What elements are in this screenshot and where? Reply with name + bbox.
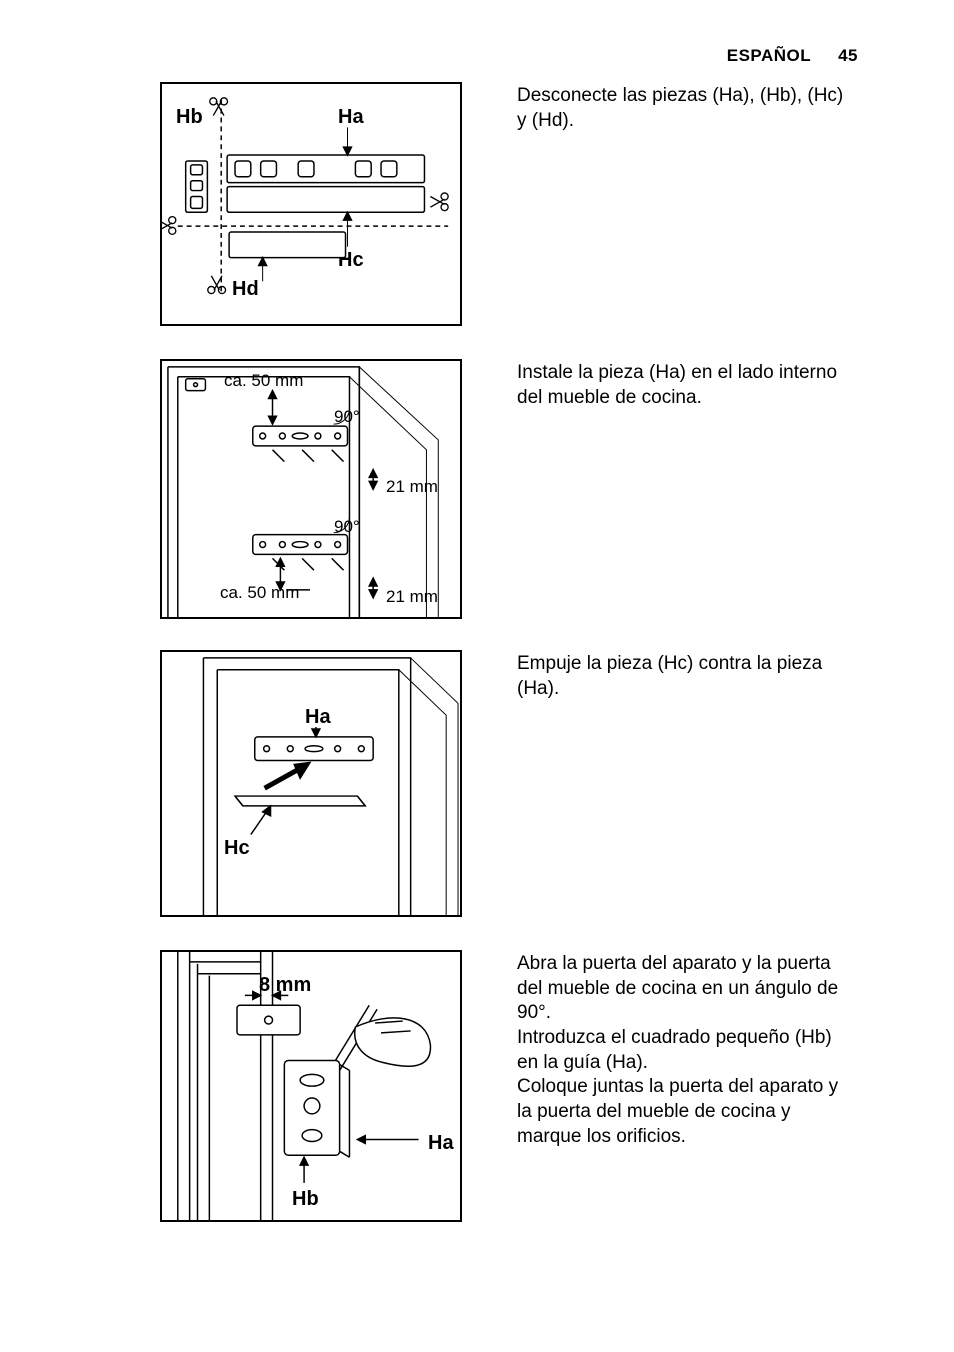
caption-2: Instale la pieza (Ha) en el lado interno… bbox=[517, 359, 857, 410]
page-header: ESPAÑOL 45 bbox=[727, 46, 858, 66]
caption-4-p3: Coloque juntas la puerta del aparato y l… bbox=[517, 1075, 857, 1149]
lang-label: ESPAÑOL bbox=[727, 46, 811, 65]
step-2: ca. 50 mm 90° 21 mm 90° ca. 50 mm 21 mm bbox=[160, 359, 880, 619]
page-number: 45 bbox=[838, 46, 858, 65]
diagram-3-svg bbox=[162, 652, 460, 915]
caption-1: Desconecte las piezas (Ha), (Hb), (Hc) y… bbox=[517, 82, 857, 133]
diagram-1: Hb Ha Hc Hd bbox=[160, 82, 462, 326]
diagram-2: ca. 50 mm 90° 21 mm 90° ca. 50 mm 21 mm bbox=[160, 359, 462, 619]
caption-3: Empuje la pieza (Hc) contra la pieza (Ha… bbox=[517, 650, 857, 701]
diagram-1-svg bbox=[162, 84, 460, 325]
diagram-4-svg bbox=[162, 952, 460, 1220]
diagram-4: 8 mm Ha Hb bbox=[160, 950, 462, 1222]
diagram-2-svg bbox=[162, 361, 460, 618]
caption-4-p1: Abra la puerta del aparato y la puerta d… bbox=[517, 952, 857, 1026]
step-4: 8 mm Ha Hb bbox=[160, 950, 880, 1222]
caption-4-p2: Introduzca el cuadrado pequeño (Hb) en l… bbox=[517, 1026, 857, 1075]
step-3: Ha Hc bbox=[160, 650, 880, 917]
diagram-3: Ha Hc bbox=[160, 650, 462, 917]
caption-4: Abra la puerta del aparato y la puerta d… bbox=[517, 950, 857, 1150]
step-1: Hb Ha Hc Hd bbox=[160, 82, 880, 326]
